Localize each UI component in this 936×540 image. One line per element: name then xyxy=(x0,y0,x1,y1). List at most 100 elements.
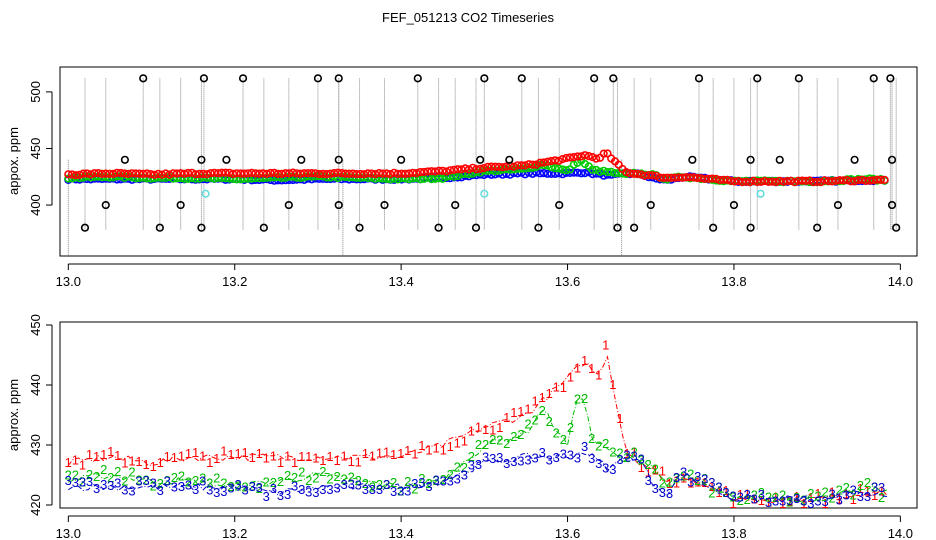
series-1-marker: 1 xyxy=(185,446,192,461)
series-3-marker: 3 xyxy=(652,481,659,496)
series-3-marker: 3 xyxy=(79,475,86,490)
reference-point xyxy=(756,189,765,198)
spike-high-point xyxy=(199,74,209,83)
series-1-point xyxy=(288,168,298,177)
series-3-marker: 3 xyxy=(765,495,772,510)
series-1-marker: 1 xyxy=(164,449,171,464)
x-tick-label: 13.4 xyxy=(388,526,413,540)
series-2-marker: 2 xyxy=(786,495,793,510)
spike-mid-point xyxy=(887,155,897,164)
spike-mid-point xyxy=(505,155,514,164)
series-2-marker: 2 xyxy=(348,470,355,485)
series-2-line xyxy=(68,398,888,504)
series-1-marker: 1 xyxy=(107,444,114,459)
series-1-point xyxy=(345,169,354,178)
series-3-marker: 3 xyxy=(340,477,347,492)
series-2-point xyxy=(393,175,402,184)
series-2-point xyxy=(408,174,417,183)
series-1-point xyxy=(75,170,84,179)
series-3-marker: 3 xyxy=(758,487,765,502)
series-3-marker: 3 xyxy=(432,472,439,487)
series-1-point xyxy=(498,163,507,172)
series-1-point xyxy=(592,154,601,163)
series-1-marker: 1 xyxy=(871,488,878,503)
series-1-marker: 1 xyxy=(630,445,637,460)
series-2-point xyxy=(588,165,597,174)
series-1-point xyxy=(116,168,125,178)
series-3-marker: 3 xyxy=(333,480,340,495)
series-3-marker: 3 xyxy=(234,477,241,492)
series-2-marker: 2 xyxy=(333,469,340,484)
series-1-point xyxy=(277,169,286,178)
series-1-marker: 1 xyxy=(821,496,828,511)
series-3-marker: 3 xyxy=(567,447,574,462)
series-2-marker: 2 xyxy=(100,462,107,477)
series-1-point xyxy=(86,170,95,179)
series-3-marker: 3 xyxy=(305,484,312,499)
series-2-marker: 2 xyxy=(447,467,454,482)
series-1-point xyxy=(311,169,320,178)
series-1-point xyxy=(150,170,159,179)
series-1-marker: 1 xyxy=(440,443,447,458)
series-2-marker: 2 xyxy=(595,438,602,453)
series-2-marker: 2 xyxy=(383,477,390,492)
series-2-marker: 2 xyxy=(340,472,347,487)
series-1-marker: 1 xyxy=(701,475,708,490)
y-tick-label: 420 xyxy=(28,494,43,516)
series-1-point xyxy=(109,169,118,178)
series-3-marker: 3 xyxy=(531,450,538,465)
series-2-marker: 2 xyxy=(220,476,227,491)
series-2-point xyxy=(214,173,223,182)
series-1-point xyxy=(191,170,200,179)
spike-mid-point xyxy=(746,155,755,164)
spike-mid-point xyxy=(120,155,129,164)
series-1-point xyxy=(101,169,110,178)
series-1-point xyxy=(307,169,316,178)
series-3-marker: 3 xyxy=(737,489,744,504)
series-1-point xyxy=(801,176,811,185)
series-3-marker: 3 xyxy=(616,452,623,467)
series-1-point xyxy=(726,176,736,185)
spike-low-point xyxy=(434,223,443,232)
series-3-marker: 3 xyxy=(404,484,411,499)
chart-title: FEF_051213 CO2 Timeseries xyxy=(382,10,554,25)
spike-low-point xyxy=(709,223,718,232)
series-1-marker: 1 xyxy=(100,447,107,462)
series-1-point xyxy=(741,177,751,186)
spike-low-point xyxy=(471,223,481,232)
series-3-marker: 3 xyxy=(440,474,447,489)
series-1-point xyxy=(360,170,369,179)
series-1-marker: 1 xyxy=(836,491,843,506)
series-3-marker: 3 xyxy=(107,478,114,493)
series-2-marker: 2 xyxy=(390,475,397,490)
spike-low-point xyxy=(101,200,110,210)
spike-low-point xyxy=(813,223,822,232)
series-1-marker: 1 xyxy=(602,338,609,353)
series-3-marker: 3 xyxy=(666,486,673,501)
series-3-marker: 3 xyxy=(659,485,666,500)
series-1-point xyxy=(827,177,837,186)
spike-low-point xyxy=(887,200,897,210)
series-2-point xyxy=(180,174,189,183)
series-1-marker: 1 xyxy=(588,361,595,376)
series-3-point xyxy=(539,169,548,178)
series-2-marker: 2 xyxy=(722,485,729,500)
series-1-point xyxy=(569,153,578,162)
series-1-marker: 1 xyxy=(722,483,729,498)
series-1-marker: 1 xyxy=(397,446,404,461)
series-3-marker: 3 xyxy=(383,477,390,492)
series-1-point xyxy=(824,177,833,186)
series-3-marker: 3 xyxy=(588,451,595,466)
series-3-marker: 3 xyxy=(355,478,362,493)
series-1-point xyxy=(865,176,874,185)
series-1-point xyxy=(105,169,114,178)
series-2-point xyxy=(386,175,395,184)
x-tick-label: 13.2 xyxy=(222,274,247,289)
series-1-marker: 1 xyxy=(729,496,736,511)
series-2-marker: 2 xyxy=(326,472,333,487)
series-1-point xyxy=(131,169,140,178)
series-3-marker: 3 xyxy=(821,494,828,509)
series-3-marker: 3 xyxy=(524,453,531,468)
series-3-marker: 3 xyxy=(185,477,192,492)
series-3-point xyxy=(550,169,560,178)
